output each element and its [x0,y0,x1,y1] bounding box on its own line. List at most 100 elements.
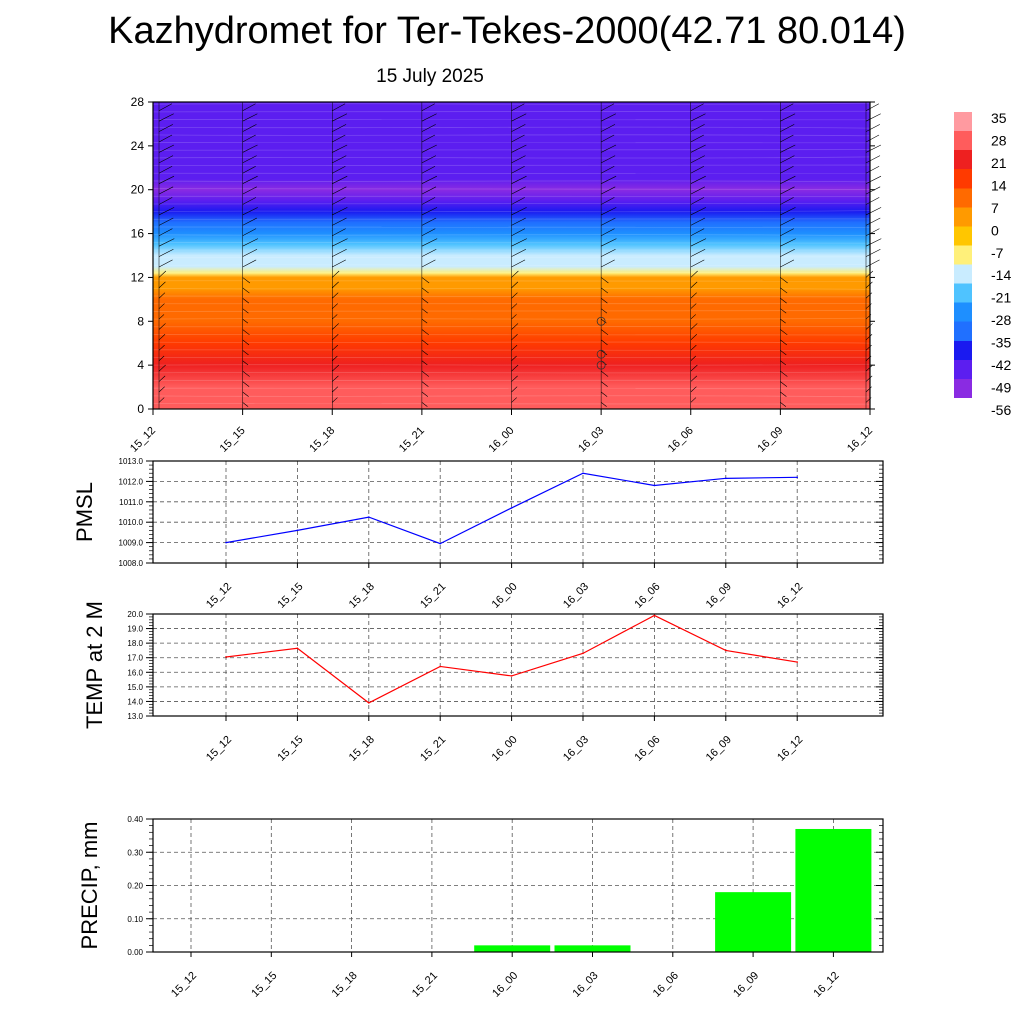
x-tick-label: 15_15 [275,581,305,611]
contour-line [152,317,871,320]
wind-barb [865,186,881,195]
wind-barb [242,165,256,174]
wind-barb [780,103,794,112]
plot-frame [152,613,884,717]
wind-barb [421,165,436,174]
chart-title: Kazhydromet for Ter-Tekes-2000(42.71 80.… [108,10,906,52]
wind-barb [780,197,794,205]
wind-barb [600,165,615,174]
wind-barb [158,134,173,143]
x-tick-label: 15_12 [204,581,234,611]
y-tick-label: 20.0 [127,610,143,619]
wind-barb [865,217,881,226]
wind-barb [600,287,609,294]
y-tick-label: 28 [131,95,145,109]
wind-barb [242,134,256,143]
wind-barb [511,103,525,112]
wind-barb [690,270,698,278]
wind-barb [690,155,705,164]
x-tick-label: 15_18 [330,970,360,1000]
y-tick-label: 1009.0 [119,539,144,548]
data-point [653,484,656,487]
wind-barb [421,217,437,226]
wind-barb [780,144,796,153]
x-tick-label: 16_12 [811,970,841,1000]
x-tick-label: 15_21 [418,581,448,611]
contour-line [152,395,871,398]
wind-barb [780,329,788,336]
wind-barb [600,381,608,387]
wind-barb [865,175,882,184]
y-tick-label: 19.0 [127,625,143,634]
wind-barb [242,103,256,112]
wind-barb-column [421,102,438,409]
wind-barb [332,175,348,184]
wind-barb [242,391,249,397]
x-tick-label: 15_12 [204,734,234,764]
wind-barb [690,334,698,341]
y-tick-label: 0 [137,402,144,416]
wind-barb [332,259,346,268]
wind-barb [158,217,174,226]
colorbar-label: 0 [991,222,999,238]
wind-barb [780,298,787,304]
contour-line [152,218,871,220]
wind-barb [600,228,615,237]
wind-barb [158,124,174,132]
wind-barb [158,303,165,309]
wind-barb [332,186,347,195]
wind-barb [242,277,251,284]
wind-barb [600,217,616,226]
colorbar-label: 35 [991,110,1007,126]
y-tick-label: 1012.0 [119,477,144,486]
wind-barb [332,314,338,320]
wind-barb [511,207,527,216]
wind-barb [421,402,428,407]
wind-barb [865,165,880,174]
wind-barb-column [242,102,259,409]
wind-barb [332,281,339,289]
wind-barb [600,248,616,257]
wind-barb [511,144,527,153]
wind-barb [242,186,257,195]
wind-barb [158,314,165,320]
y-tick-label: 16.0 [127,668,143,677]
wind-barb [511,314,517,320]
data-point [225,656,227,658]
wind-barb [421,197,436,205]
calm-wind-marker [596,360,606,370]
wind-barb [600,124,616,132]
precip-panel: 0.00 0.10 0.20 0.30 0.40 15_12 15_15 15_18 15_21… [77,815,884,1000]
wind-barb [690,323,698,330]
wind-barb [865,248,881,257]
contour-line [152,234,871,237]
wind-barb [600,134,615,143]
wind-barb [511,364,519,372]
y-tick-label: 13.0 [127,712,143,721]
wind-barb [158,334,166,341]
colorbar-label: 28 [991,132,1007,148]
wind-barb [511,228,526,237]
wind-barb [421,228,436,237]
wind-barb [690,207,707,216]
wind-barb [600,308,608,314]
wind-barb [242,238,259,247]
wind-barb [780,370,788,377]
colorbar-label: 7 [991,200,999,216]
wind-barb [780,165,794,174]
wind-barb [600,329,609,336]
wind-barb [511,334,518,341]
x-tick-label: 15_18 [347,734,377,764]
colorbar-label: -7 [991,245,1004,261]
x-tick-label: 16_09 [755,425,785,455]
wind-barb [511,281,519,289]
x-tick-label: 16_03 [571,970,601,1000]
wind-barb [421,238,438,247]
wind-barb [511,134,525,143]
y-tick-label: 0.30 [127,848,143,857]
x-tick-label: 16_00 [490,734,520,764]
wind-barb [421,175,438,184]
wind-barb [511,175,527,184]
chart-subtitle: 15 July 2025 [376,66,484,87]
wind-barb [780,113,796,122]
